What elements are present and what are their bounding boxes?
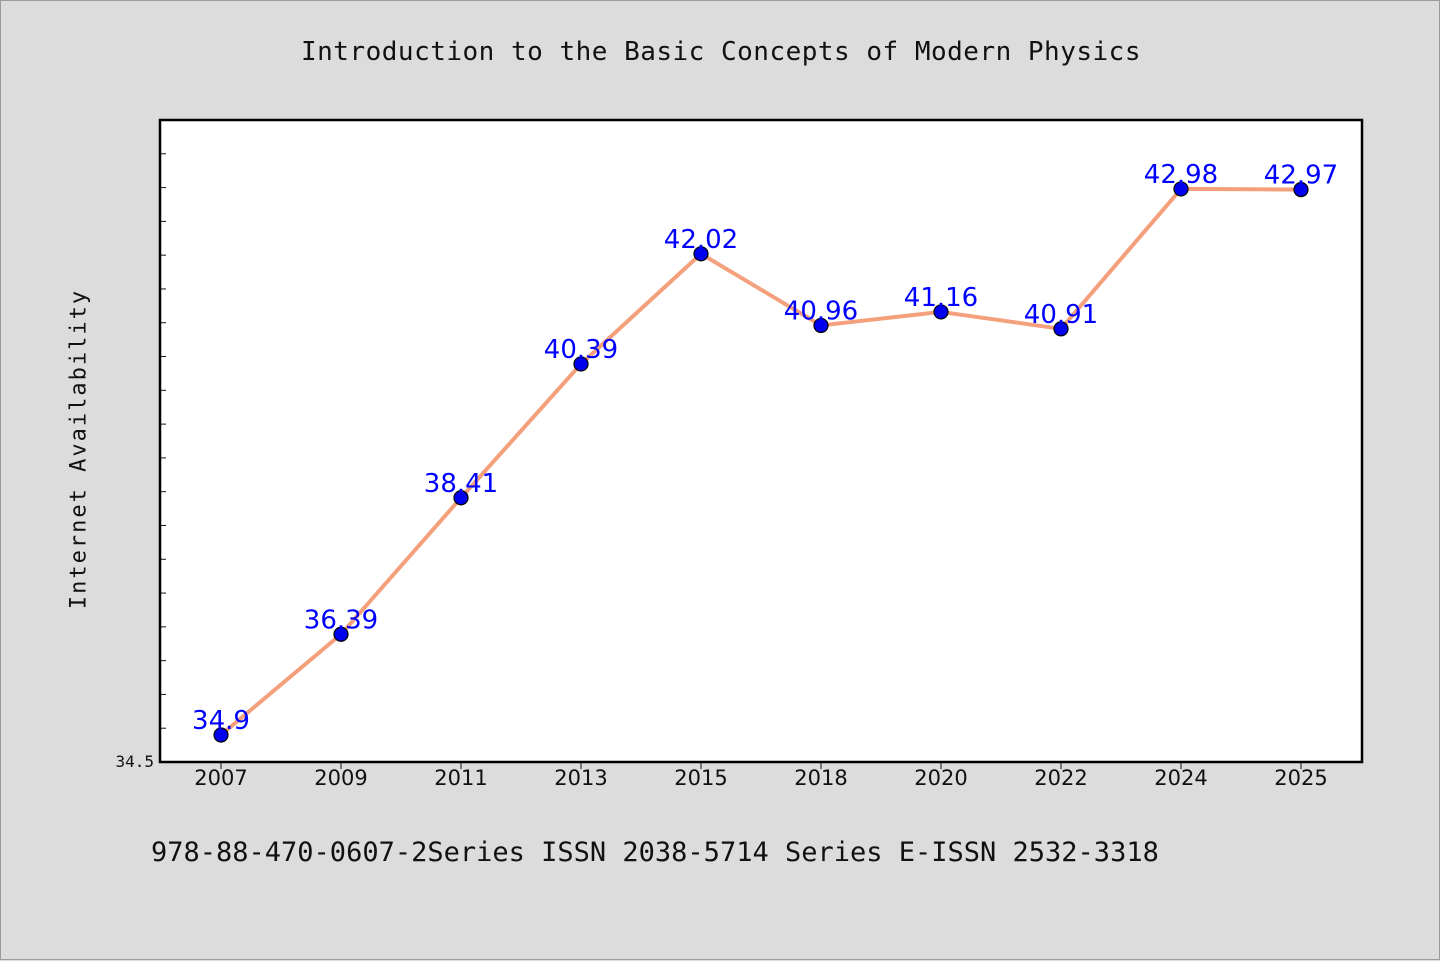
data-label: 38.41 xyxy=(424,469,498,499)
x-tick-label: 2015 xyxy=(674,766,727,790)
data-point xyxy=(693,246,709,262)
data-point xyxy=(453,490,469,506)
footer-isbn-issn: 978-88-470-0607-2Series ISSN 2038-5714 S… xyxy=(151,837,1159,868)
data-point xyxy=(333,626,349,642)
data-label: 41.16 xyxy=(904,283,978,313)
x-tick-label: 2025 xyxy=(1274,766,1327,790)
data-point xyxy=(933,304,949,320)
data-point xyxy=(1293,182,1309,198)
data-label: 40.91 xyxy=(1024,300,1098,330)
x-tick-label: 2022 xyxy=(1034,766,1087,790)
x-tick-label: 2020 xyxy=(914,766,967,790)
data-label: 40.96 xyxy=(784,296,858,326)
plot-area xyxy=(160,120,1362,762)
x-tick-label: 2024 xyxy=(1154,766,1207,790)
data-label: 40.39 xyxy=(544,335,618,365)
data-label: 42.97 xyxy=(1264,161,1338,191)
data-label: 36.39 xyxy=(304,605,378,635)
series-line xyxy=(219,186,1303,737)
x-tick-label: 2013 xyxy=(554,766,607,790)
x-tick-label: 2009 xyxy=(314,766,367,790)
data-label: 42.02 xyxy=(664,225,738,255)
x-tick-label: 2007 xyxy=(194,766,247,790)
data-point xyxy=(1053,321,1069,337)
data-label: 42.98 xyxy=(1144,160,1218,190)
x-tick-label: 2011 xyxy=(434,766,487,790)
y-tick-label: 34.5 xyxy=(115,752,154,771)
data-point xyxy=(213,727,229,743)
data-point xyxy=(813,317,829,334)
data-label: 34.9 xyxy=(192,706,250,736)
chart-title: Introduction to the Basic Concepts of Mo… xyxy=(301,37,1141,67)
x-tick-label: 2018 xyxy=(794,766,847,790)
data-point xyxy=(573,356,589,372)
data-point xyxy=(1173,181,1189,197)
plot-frame xyxy=(158,118,1364,764)
